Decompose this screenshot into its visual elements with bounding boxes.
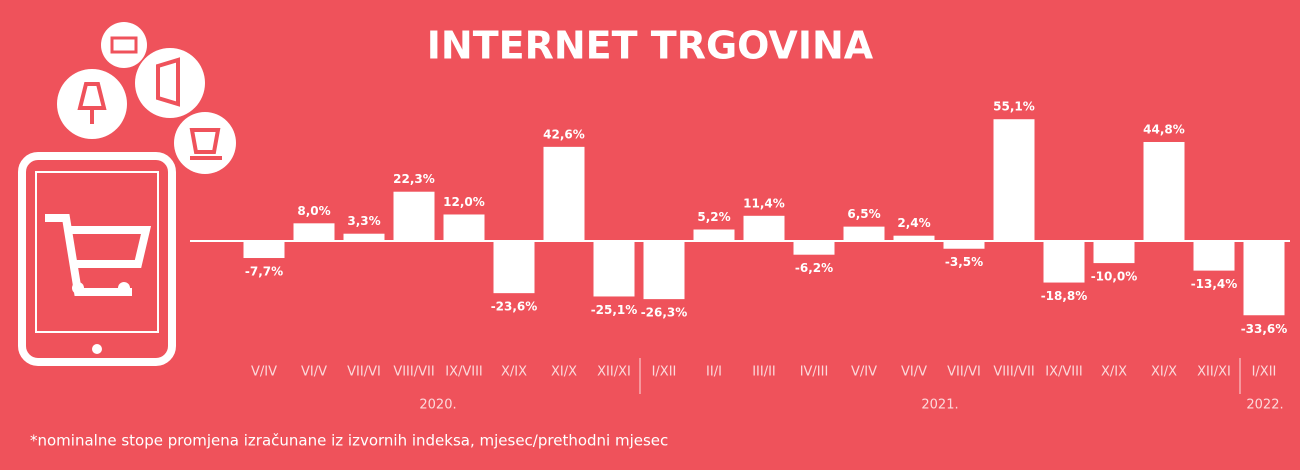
value-label: -3,5% [945,255,983,269]
bar [943,241,985,249]
bar [1043,241,1085,283]
bar [1193,241,1235,271]
chart-title: INTERNET TRGOVINA [427,24,874,68]
bar [393,191,435,241]
x-tick-label: IX/VIII [445,365,483,380]
x-tick-label: I/XII [1252,365,1277,380]
value-label: 12,0% [443,195,485,209]
bar [343,233,385,241]
value-label: -23,6% [491,300,538,314]
group-label: 2020. [419,398,456,413]
value-label: -7,7% [245,265,283,279]
x-tick-label: VIII/VII [393,365,434,380]
x-tick-label: XI/X [551,365,577,380]
x-tick-label: I/XII [652,365,677,380]
x-tick-label: VII/VI [947,365,981,380]
group-label: 2022. [1246,398,1283,413]
x-tick-label: VI/V [901,365,927,380]
x-tick-label: XII/XI [597,365,631,380]
x-tick-label: X/IX [501,365,527,380]
x-tick-label: VII/VI [347,365,381,380]
value-label: 3,3% [347,214,380,228]
bar [793,241,835,255]
value-label: 55,1% [993,100,1035,114]
x-tick-label: X/IX [1101,365,1127,380]
value-label: 8,0% [297,204,330,218]
bar [243,241,285,259]
value-label: 5,2% [697,210,730,224]
value-label: 22,3% [393,172,435,186]
bar [493,241,535,294]
value-label: 6,5% [847,207,880,221]
value-label: 42,6% [543,127,585,141]
bar [1243,241,1285,316]
value-label: 2,4% [897,216,930,230]
x-tick-label: III/II [752,365,776,380]
bar [593,241,635,297]
bar [893,235,935,241]
value-label: -18,8% [1041,289,1088,303]
bar [693,229,735,241]
value-label: 11,4% [743,196,785,210]
x-tick-label: IV/III [800,365,829,380]
value-label: -10,0% [1091,270,1138,284]
x-tick-label: II/I [706,365,722,380]
bar [843,226,885,241]
bar [1143,141,1185,241]
value-label: -6,2% [795,261,833,275]
x-tick-label: VIII/VII [993,365,1034,380]
value-label: -33,6% [1241,322,1288,336]
value-label: 44,8% [1143,122,1185,136]
x-tick-label: V/IV [251,365,277,380]
value-label: -25,1% [591,303,638,317]
bar [743,215,785,241]
x-tick-label: IX/VIII [1045,365,1083,380]
bar [993,119,1035,241]
x-tick-label: XI/X [1151,365,1177,380]
group-label: 2021. [921,398,958,413]
value-label: -13,4% [1191,277,1238,291]
footnote: *nominalne stope promjena izračunane iz … [30,432,668,450]
bar [643,241,685,300]
value-label: -26,3% [641,306,688,320]
bar [543,146,585,241]
x-tick-label: XII/XI [1197,365,1231,380]
icons [18,22,236,366]
bar [1093,241,1135,264]
bar [293,223,335,241]
bar [443,214,485,241]
x-tick-label: VI/V [301,365,327,380]
x-tick-label: V/IV [851,365,877,380]
